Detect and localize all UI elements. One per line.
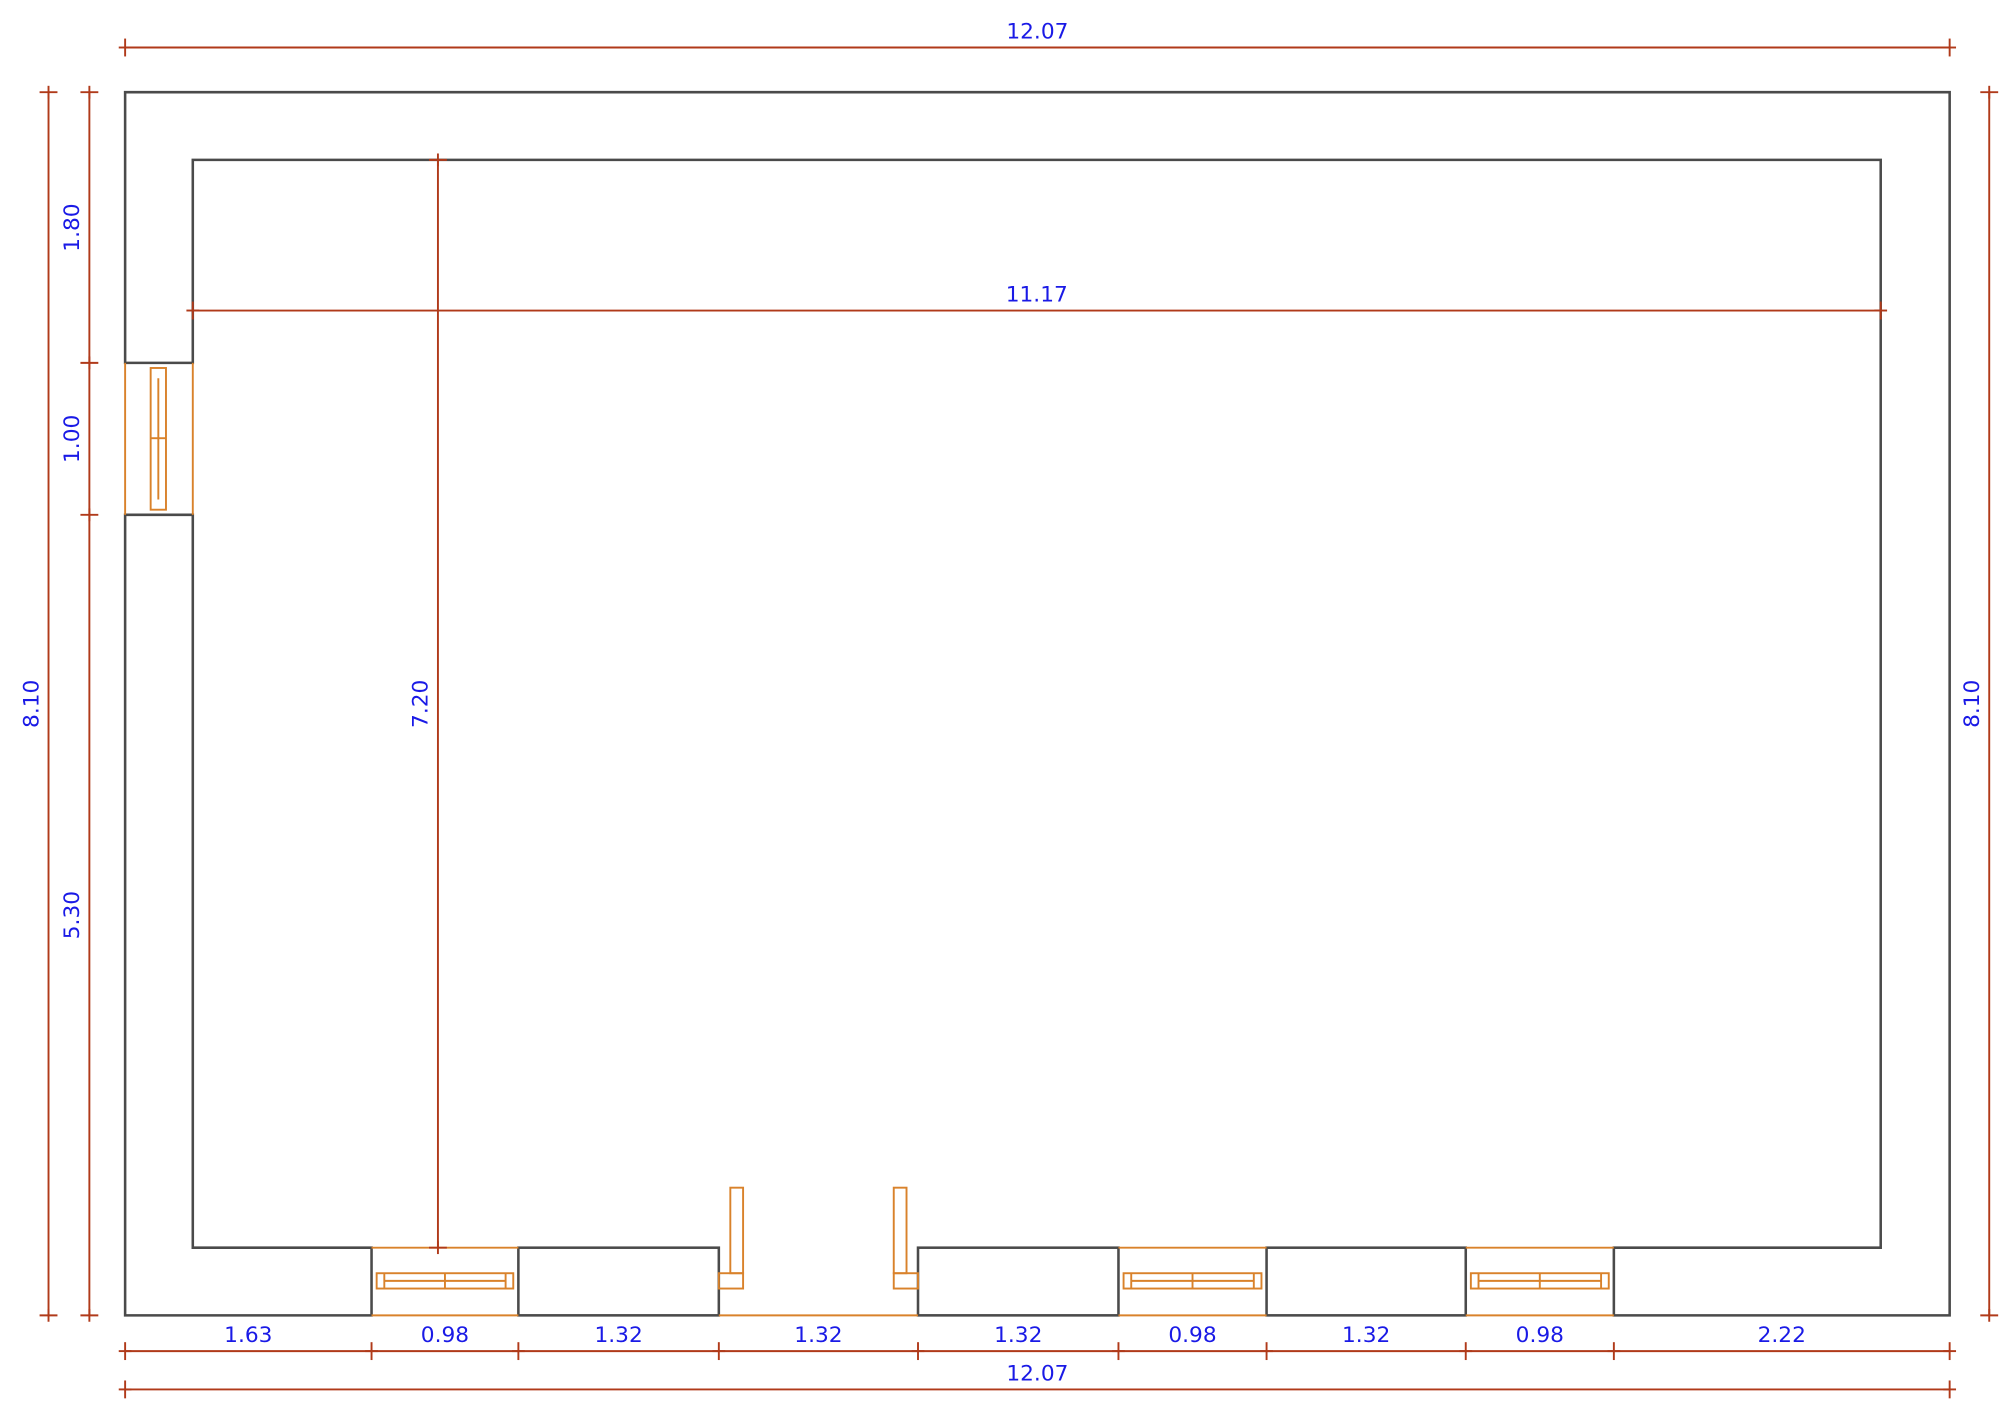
dimension-label: 0.98 <box>421 1323 469 1348</box>
dimensions: 12.07 1.63 0.98 1.32 1.32 1.32 0.98 1.32 0.98 2.2… <box>19 20 1999 1399</box>
pier <box>1265 1246 1468 1317</box>
dimension-label: 12.07 <box>1006 1361 1068 1386</box>
walls <box>123 90 1951 1317</box>
dimension-label: 0.98 <box>1168 1323 1216 1348</box>
dimension-label: 8.10 <box>1960 680 1985 728</box>
window <box>1465 1246 1614 1317</box>
dimension-label: 12.07 <box>1006 20 1068 45</box>
dimension-label: 1.32 <box>994 1323 1042 1348</box>
left-window <box>124 362 194 515</box>
dimension-label: 1.32 <box>594 1323 642 1348</box>
dimension-label: 1.32 <box>1342 1323 1390 1348</box>
dimension-label: 5.30 <box>60 891 85 939</box>
window <box>1118 1246 1267 1317</box>
dimension-label: 11.17 <box>1006 283 1068 308</box>
dimension-label: 1.32 <box>794 1323 842 1348</box>
dimension-label: 1.63 <box>224 1323 272 1348</box>
pier <box>517 1246 721 1317</box>
door <box>717 1186 919 1317</box>
dimension-label: 7.20 <box>409 680 434 728</box>
left-wall <box>123 513 373 1317</box>
pier <box>916 1246 1120 1317</box>
window <box>371 1246 519 1317</box>
dimension-label: 0.98 <box>1516 1323 1564 1348</box>
openings <box>124 362 1614 1317</box>
dimension-label: 8.10 <box>19 680 44 728</box>
dimension-label: 1.00 <box>60 415 85 463</box>
main-wall <box>123 90 1951 1317</box>
bottom-windows <box>371 1246 1614 1317</box>
dimension-label: 2.22 <box>1758 1323 1806 1348</box>
dimension-label: 1.80 <box>60 203 85 251</box>
